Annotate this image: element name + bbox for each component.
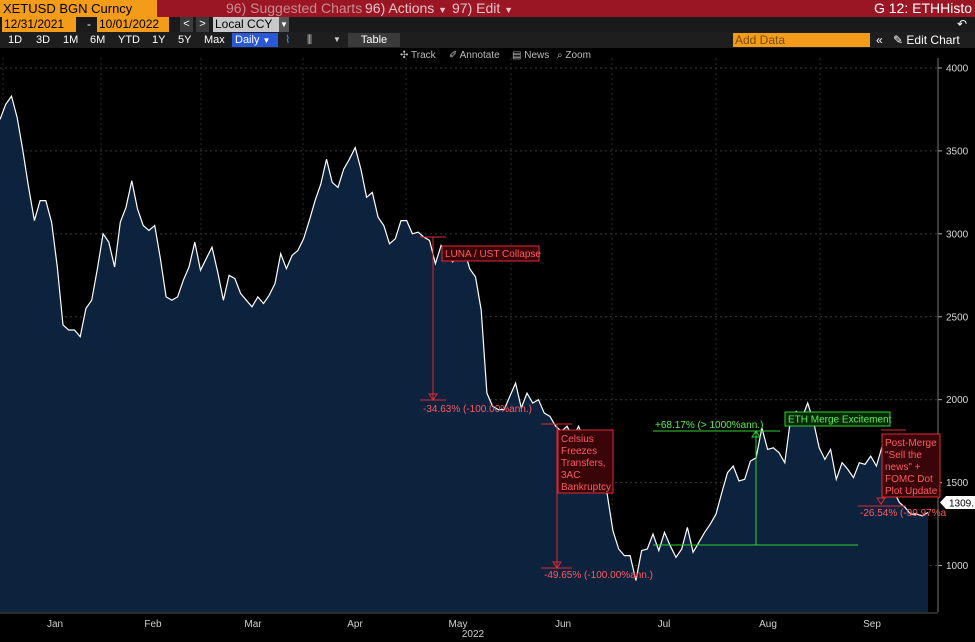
magnifier-icon: ⌕ bbox=[557, 50, 563, 61]
line-chart-icon[interactable]: ⌇ bbox=[285, 34, 291, 46]
prev-period-icon[interactable]: < bbox=[180, 17, 193, 32]
news-icon: ▤ bbox=[512, 50, 522, 61]
annotation-celsius-line5: Bankruptcy bbox=[561, 482, 611, 493]
x-tick-label: Sep bbox=[863, 619, 881, 630]
annotation-luna-label: LUNA / UST Collapse bbox=[445, 249, 541, 260]
annotation-post-line1: Post-Merge bbox=[885, 438, 937, 449]
wrench-icon: ✎ bbox=[893, 33, 904, 47]
crosshair-icon: ✣ bbox=[400, 50, 409, 61]
start-date-input[interactable]: 12/31/2021 bbox=[2, 17, 76, 32]
x-tick-label: Jan bbox=[47, 619, 63, 630]
frequency-select[interactable]: Daily ▼ bbox=[232, 33, 278, 47]
annotation-celsius: Celsius Freezes Transfers, 3AC Bankruptc… bbox=[541, 423, 653, 581]
news-tool[interactable]: ▤ News bbox=[512, 48, 549, 64]
track-tool[interactable]: ✣ Track bbox=[400, 48, 436, 64]
price-chart[interactable]: 1000 1500 2000 2500 3000 3500 4000 Jan Feb Mar Ap… bbox=[0, 48, 975, 642]
annotation-celsius-line4: 3AC bbox=[561, 470, 580, 481]
collapse-icon[interactable]: « bbox=[876, 33, 883, 47]
end-date-input[interactable]: 10/01/2022 bbox=[97, 17, 169, 32]
y-tick-label: 3000 bbox=[946, 229, 969, 240]
x-tick-label: May bbox=[449, 619, 468, 630]
annotation-celsius-line2: Freezes bbox=[561, 446, 597, 457]
y-tick-label: 1000 bbox=[946, 561, 969, 572]
chevron-down-icon[interactable]: ▼ bbox=[279, 17, 289, 32]
edit-label: 97) Edit bbox=[452, 0, 501, 16]
frequency-value: Daily bbox=[235, 34, 260, 46]
range-ytd[interactable]: YTD bbox=[118, 34, 140, 46]
news-label: News bbox=[524, 50, 550, 61]
annotate-label: Annotate bbox=[459, 50, 500, 61]
annotation-luna: LUNA / UST Collapse -34.63% (-100.00%ann… bbox=[420, 236, 541, 415]
add-data-input[interactable]: Add Data bbox=[733, 33, 870, 47]
range-6m[interactable]: 6M bbox=[90, 34, 106, 46]
annotation-luna-change: -34.63% (-100.00%ann.) bbox=[423, 404, 532, 415]
edit-chart-button[interactable]: ✎ Edit Chart bbox=[893, 32, 960, 48]
zoom-label: Zoom bbox=[565, 50, 591, 61]
x-tick-label: Apr bbox=[347, 619, 363, 630]
next-period-icon[interactable]: > bbox=[196, 17, 209, 32]
annotation-post-line4: FOMC Dot bbox=[885, 474, 933, 485]
pencil-icon: ✐ bbox=[449, 50, 458, 61]
price-area bbox=[0, 96, 928, 613]
last-value-text: 1309. bbox=[949, 499, 974, 510]
range-max[interactable]: Max bbox=[204, 34, 225, 46]
annotation-post-merge: Post-Merge "Sell the news" + FOMC Dot Pl… bbox=[858, 429, 947, 519]
suggested-charts-button[interactable]: 96) Suggested Charts bbox=[226, 0, 363, 16]
currency-value: Local CCY bbox=[215, 17, 273, 31]
range-1d[interactable]: 1D bbox=[8, 34, 23, 46]
table-button[interactable]: Table bbox=[348, 33, 400, 47]
zoom-tool[interactable]: ⌕ Zoom bbox=[557, 48, 591, 64]
chevron-down-icon[interactable]: ▼ bbox=[333, 35, 341, 44]
y-tick-label: 3500 bbox=[946, 146, 969, 157]
chevron-down-icon: ▼ bbox=[504, 5, 514, 15]
x-tick-label: Aug bbox=[759, 619, 777, 630]
annotation-celsius-line1: Celsius bbox=[561, 434, 594, 445]
y-tick-label: 2500 bbox=[946, 312, 969, 323]
annotation-celsius-line3: Transfers, bbox=[561, 458, 606, 469]
edit-chart-label: Edit Chart bbox=[906, 33, 960, 47]
annotation-merge: ETH Merge Excitement +68.17% (> 1000%ann… bbox=[653, 411, 892, 546]
x-tick-label: Jul bbox=[658, 619, 671, 630]
annotation-post-change: -26.54% (-99.97%a bbox=[860, 508, 947, 519]
actions-menu[interactable]: 96) Actions ▼ bbox=[365, 0, 447, 17]
range-5y[interactable]: 5Y bbox=[178, 34, 192, 46]
header-bar bbox=[0, 0, 975, 17]
y-tick-label: 4000 bbox=[946, 63, 969, 74]
annotation-post-line3: news" + bbox=[885, 462, 921, 473]
date-separator: - bbox=[87, 17, 91, 31]
bar-type-icon[interactable]: ⫼ bbox=[307, 34, 313, 46]
x-tick-label: Feb bbox=[144, 619, 162, 630]
undo-icon[interactable]: ↶ bbox=[957, 17, 968, 31]
y-tick-label: 2000 bbox=[946, 395, 969, 406]
y-tick-label: 1500 bbox=[946, 478, 969, 489]
x-axis: Jan Feb Mar Apr May Jun Jul Aug Sep bbox=[0, 612, 938, 630]
annotation-post-line2: "Sell the bbox=[885, 450, 922, 461]
track-label: Track bbox=[411, 50, 436, 61]
x-axis-year: 2022 bbox=[462, 629, 485, 640]
security-field[interactable]: XETUSD BGN Curncy bbox=[0, 0, 157, 17]
annotation-celsius-change: -49.65% (-100.00%ann.) bbox=[544, 570, 653, 581]
annotation-merge-change: +68.17% (> 1000%ann.) bbox=[655, 420, 763, 431]
x-tick-label: Jun bbox=[555, 619, 571, 630]
chevron-down-icon: ▼ bbox=[438, 5, 448, 15]
window-title: G 12: ETHHisto bbox=[873, 0, 972, 16]
actions-label: 96) Actions bbox=[365, 0, 435, 16]
range-1m[interactable]: 1M bbox=[63, 34, 79, 46]
annotation-post-line5: Plot Update bbox=[885, 486, 938, 497]
y-axis: 1000 1500 2000 2500 3000 3500 4000 bbox=[937, 58, 969, 612]
x-tick-label: Mar bbox=[244, 619, 262, 630]
range-1y[interactable]: 1Y bbox=[152, 34, 166, 46]
range-3d[interactable]: 3D bbox=[36, 34, 51, 46]
annotation-merge-label: ETH Merge Excitement bbox=[788, 415, 892, 426]
last-value-badge: 1309. bbox=[940, 496, 975, 510]
chevron-down-icon: ▼ bbox=[262, 36, 271, 45]
annotate-tool[interactable]: ✐ Annotate bbox=[449, 48, 500, 64]
currency-select[interactable]: Local CCY bbox=[213, 17, 289, 32]
edit-menu[interactable]: 97) Edit ▼ bbox=[452, 0, 513, 17]
